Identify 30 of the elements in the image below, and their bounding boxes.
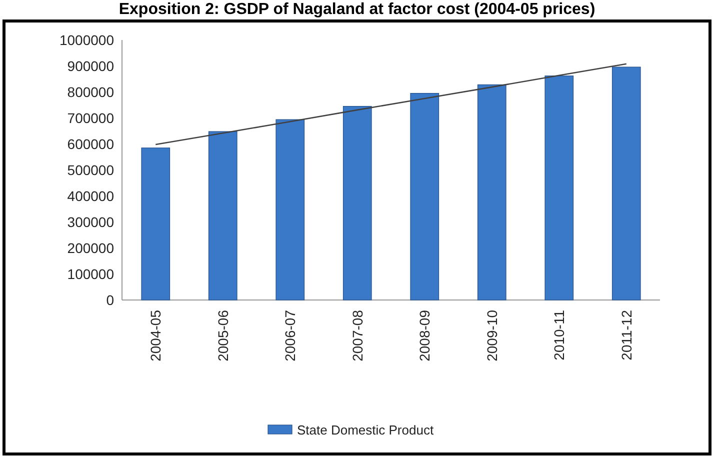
y-tick-label: 1000000 bbox=[59, 32, 114, 48]
y-tick-label: 300000 bbox=[67, 214, 114, 230]
x-tick-label: 2010-11 bbox=[551, 310, 568, 360]
bar bbox=[544, 76, 574, 300]
bar bbox=[141, 148, 170, 300]
x-tick-label: 2006-07 bbox=[282, 310, 298, 362]
y-tick-label: 700000 bbox=[67, 110, 114, 126]
bar bbox=[208, 131, 238, 300]
x-tick-label: 2009-10 bbox=[484, 310, 500, 362]
y-tick-label: 600000 bbox=[67, 136, 114, 152]
chart-title: Exposition 2: GSDP of Nagaland at factor cost (2004-05 prices) bbox=[118, 1, 596, 18]
legend-label: State Domestic Product bbox=[297, 422, 434, 438]
bar bbox=[342, 106, 372, 300]
y-tick-label: 400000 bbox=[67, 188, 114, 204]
line-series bbox=[154, 63, 628, 146]
x-tick-label: 2011-12 bbox=[618, 310, 634, 360]
bar bbox=[276, 119, 305, 300]
y-tick-label: 800000 bbox=[67, 84, 114, 100]
x-tick-label: 2008-09 bbox=[416, 310, 433, 362]
y-tick-label: 100000 bbox=[67, 266, 114, 282]
bar bbox=[612, 66, 641, 300]
y-tick-label: 0 bbox=[106, 292, 114, 308]
y-tick-label: 200000 bbox=[67, 240, 114, 256]
y-tick-label: 500000 bbox=[67, 162, 114, 178]
x-tick-label: 2005-06 bbox=[214, 310, 231, 362]
bar bbox=[410, 93, 440, 300]
bar bbox=[477, 84, 506, 300]
x-tick-label: 2007-08 bbox=[349, 310, 366, 362]
y-tick-label: 900000 bbox=[67, 58, 114, 74]
x-tick-label: 2004-05 bbox=[148, 310, 164, 362]
